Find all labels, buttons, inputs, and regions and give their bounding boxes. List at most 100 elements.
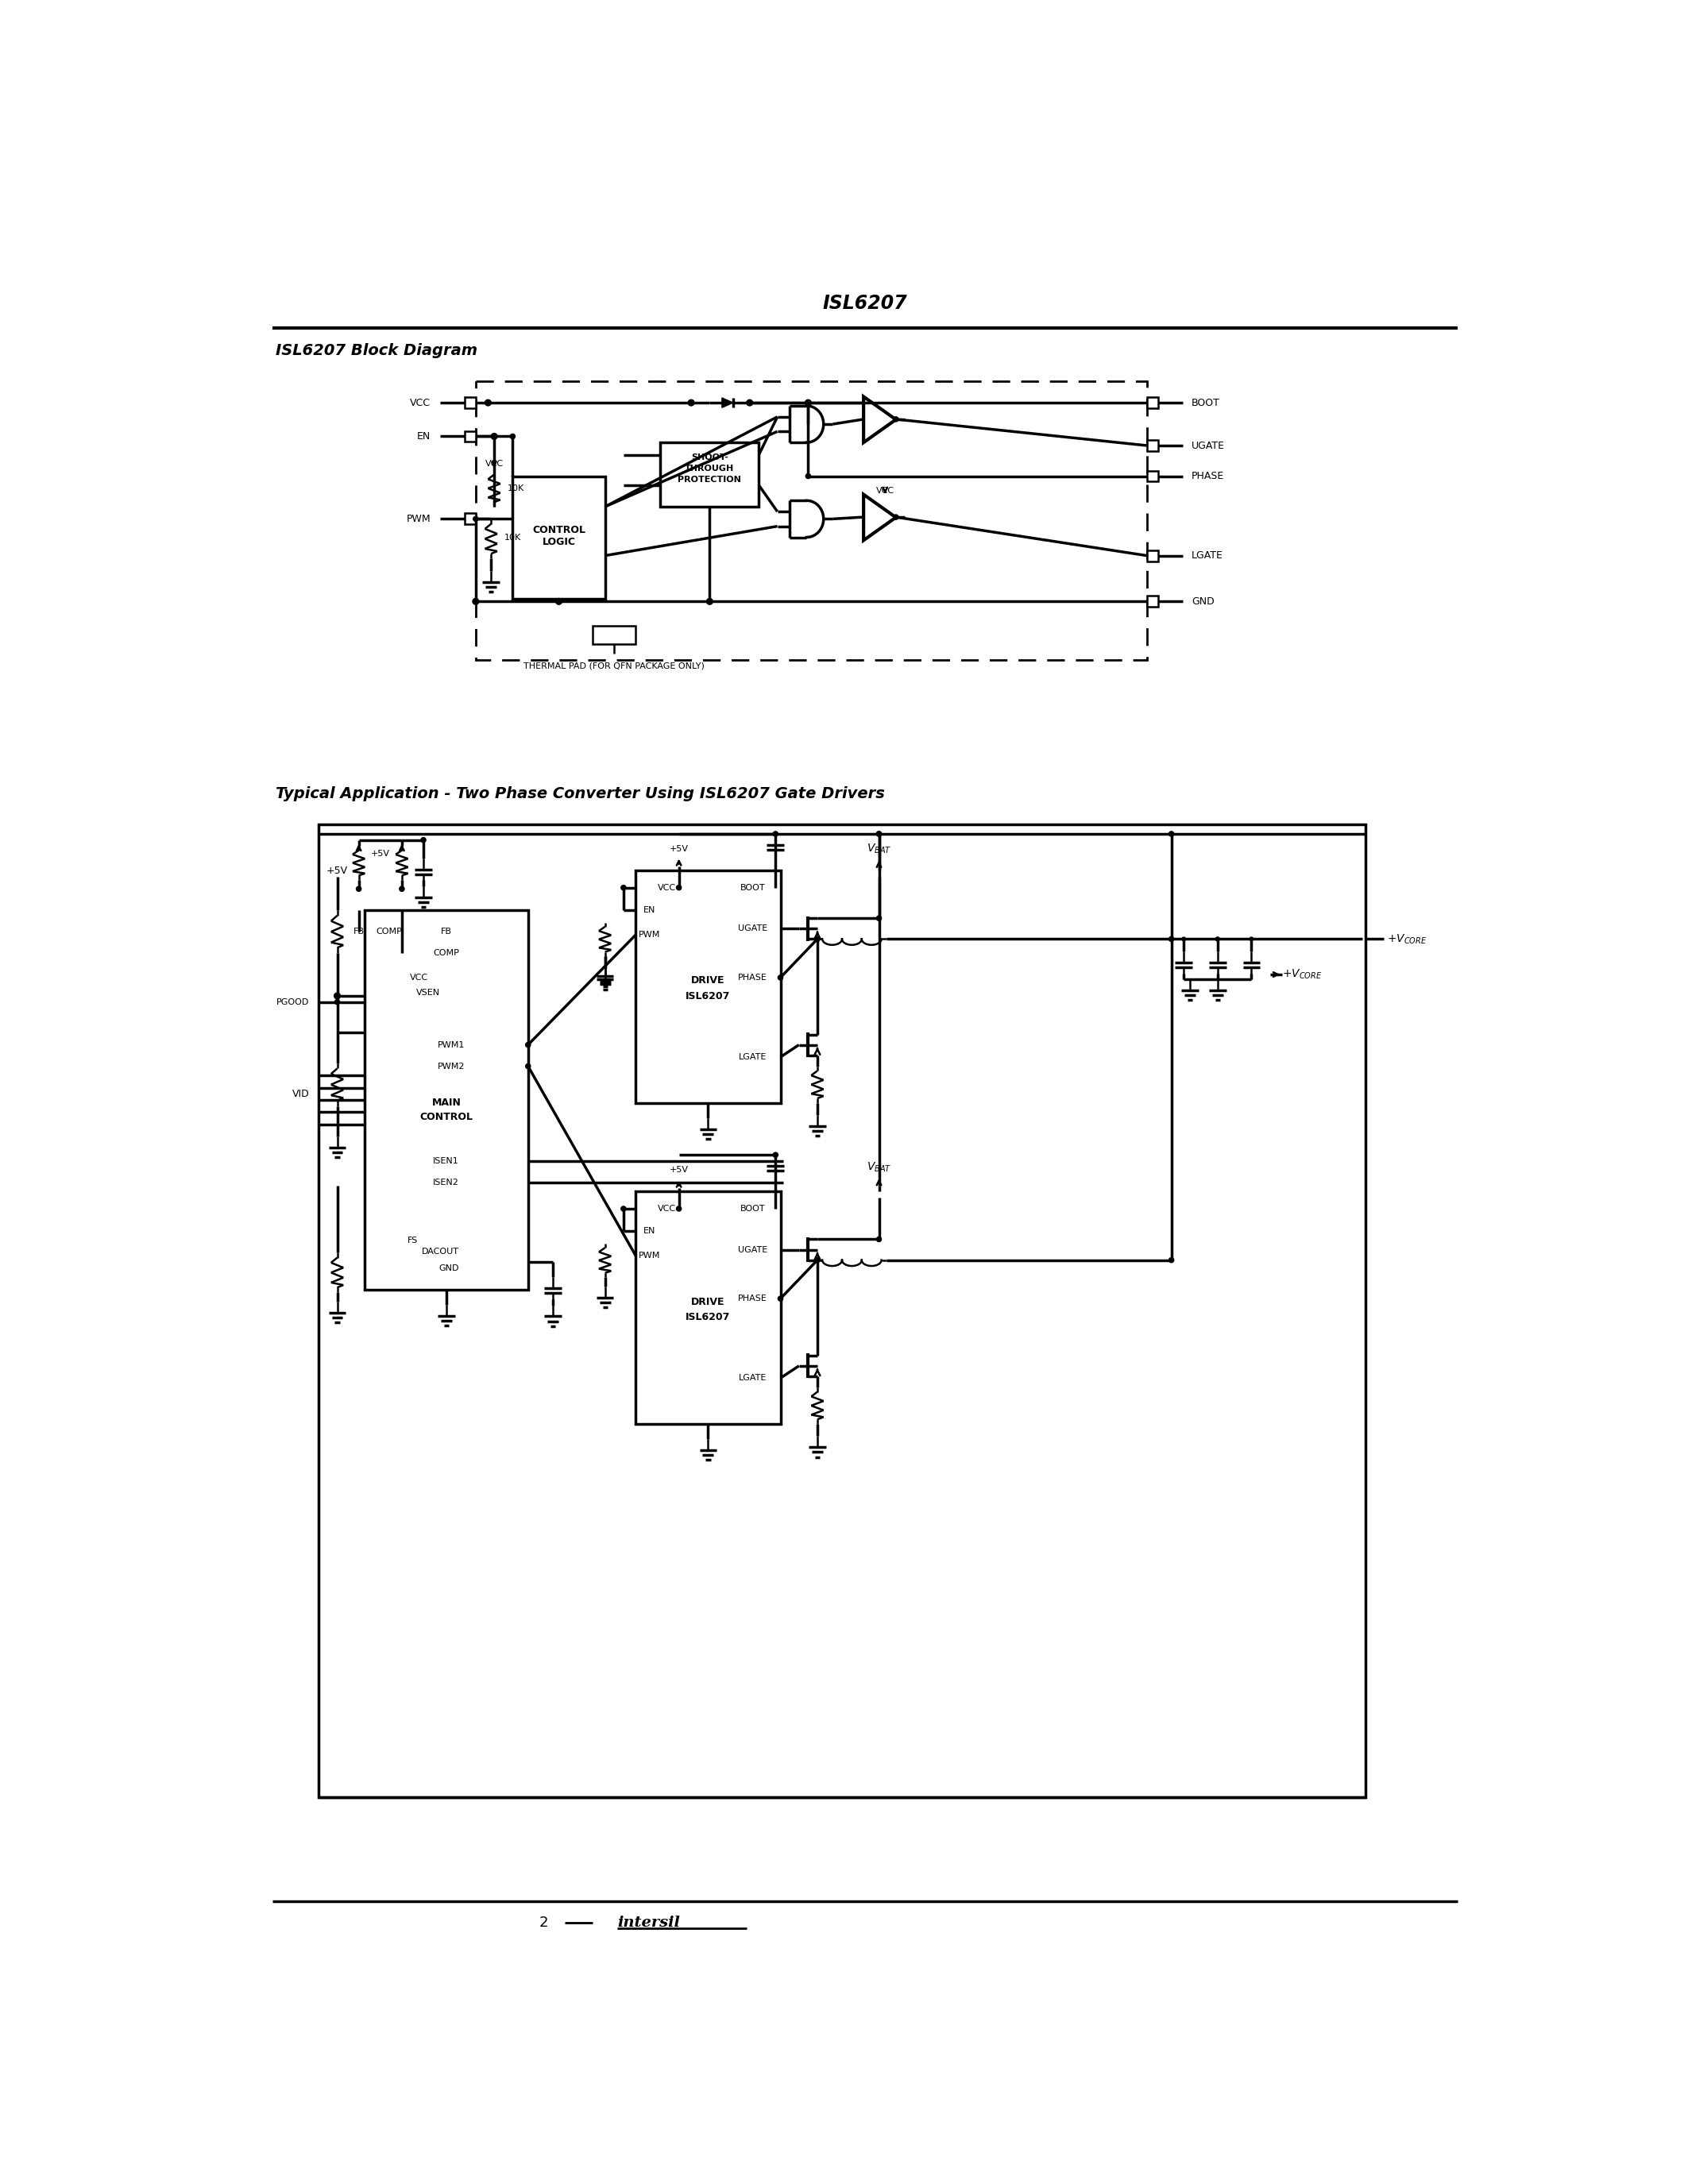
Text: VCC: VCC [657, 885, 675, 891]
Text: FS: FS [407, 1236, 419, 1245]
Polygon shape [864, 494, 896, 539]
Circle shape [491, 432, 498, 439]
Text: PWM: PWM [638, 1251, 660, 1260]
Circle shape [893, 515, 898, 520]
Bar [365, 911, 528, 1289]
Text: LGATE: LGATE [1192, 550, 1224, 561]
Bar [464, 513, 476, 524]
Text: UGATE: UGATE [738, 924, 768, 933]
Circle shape [876, 1236, 881, 1243]
Circle shape [484, 400, 491, 406]
Text: PWM2: PWM2 [437, 1061, 464, 1070]
Text: 2: 2 [538, 1915, 549, 1928]
Circle shape [778, 1295, 783, 1302]
Text: EN: EN [643, 1227, 655, 1236]
Text: DACOUT: DACOUT [422, 1247, 459, 1256]
Text: BOOT: BOOT [1192, 397, 1220, 408]
Circle shape [510, 435, 515, 439]
Text: FB: FB [441, 928, 452, 935]
Circle shape [746, 400, 753, 406]
Text: ISL6207: ISL6207 [685, 992, 731, 1000]
Bar [476, 382, 1146, 660]
Text: VCC: VCC [484, 461, 503, 467]
Circle shape [1168, 937, 1173, 941]
Text: LGATE: LGATE [739, 1053, 766, 1061]
Circle shape [677, 1206, 682, 1212]
Bar [636, 871, 780, 1103]
Bar [636, 1192, 780, 1424]
Text: BOOT: BOOT [739, 1206, 765, 1212]
Text: THERMAL PAD (FOR QFN PACKAGE ONLY): THERMAL PAD (FOR QFN PACKAGE ONLY) [523, 662, 706, 670]
Text: ISEN2: ISEN2 [432, 1179, 459, 1186]
Circle shape [1168, 1258, 1173, 1262]
Text: +5V: +5V [670, 1166, 689, 1175]
Circle shape [473, 598, 479, 605]
Bar [1146, 596, 1158, 607]
Circle shape [773, 1153, 778, 1158]
Circle shape [805, 400, 812, 406]
Text: PROTECTION: PROTECTION [679, 476, 741, 483]
Circle shape [689, 400, 694, 406]
Bar [513, 476, 604, 598]
Circle shape [876, 915, 881, 922]
Text: $V_{BAT}$: $V_{BAT}$ [866, 1160, 891, 1173]
Text: +5V: +5V [371, 850, 390, 858]
Text: THROUGH: THROUGH [685, 465, 734, 472]
Circle shape [677, 885, 682, 891]
Text: ISL6207: ISL6207 [822, 295, 906, 312]
Text: +5V: +5V [670, 845, 689, 854]
Text: PHASE: PHASE [738, 974, 768, 981]
Text: COMP: COMP [434, 950, 459, 957]
Text: BOOT: BOOT [739, 885, 765, 891]
Text: VCC: VCC [657, 1206, 675, 1212]
Text: EN: EN [643, 906, 655, 915]
Text: CONTROL: CONTROL [532, 524, 586, 535]
Circle shape [525, 1042, 530, 1048]
Text: ISL6207: ISL6207 [685, 1313, 731, 1321]
Bar [464, 397, 476, 408]
Circle shape [893, 417, 898, 422]
Circle shape [334, 1000, 339, 1005]
Circle shape [1249, 937, 1252, 941]
Text: intersil: intersil [618, 1915, 680, 1928]
Circle shape [815, 1258, 820, 1262]
Text: UGATE: UGATE [1192, 441, 1225, 450]
Bar [592, 627, 636, 644]
Text: MAIN: MAIN [432, 1099, 461, 1107]
Circle shape [473, 515, 478, 522]
Text: PHASE: PHASE [1192, 472, 1224, 480]
Text: ISL6207 Block Diagram: ISL6207 Block Diagram [275, 343, 478, 358]
Circle shape [555, 598, 562, 605]
Text: VCC: VCC [410, 974, 429, 981]
Text: 10K: 10K [508, 485, 525, 491]
Text: PHASE: PHASE [738, 1295, 768, 1302]
Bar [1146, 439, 1158, 452]
Text: LOGIC: LOGIC [542, 537, 576, 548]
Circle shape [1215, 937, 1219, 941]
Circle shape [1215, 937, 1219, 941]
Bar [464, 430, 476, 441]
Text: $V_{BAT}$: $V_{BAT}$ [866, 843, 891, 856]
Text: $+V_{CORE}$: $+V_{CORE}$ [1388, 933, 1426, 946]
Text: PWM1: PWM1 [437, 1042, 464, 1048]
Text: SHOOT-: SHOOT- [690, 454, 728, 461]
Text: DRIVE: DRIVE [692, 1297, 726, 1306]
Bar [1146, 470, 1158, 483]
Bar [1146, 397, 1158, 408]
Text: +5V: +5V [326, 865, 348, 876]
Circle shape [778, 974, 783, 981]
Text: VCC: VCC [410, 397, 430, 408]
Polygon shape [722, 397, 733, 408]
Circle shape [876, 832, 881, 836]
Circle shape [773, 832, 778, 836]
Circle shape [1168, 832, 1173, 836]
Circle shape [815, 937, 820, 941]
Bar [319, 826, 1366, 1797]
Bar [1146, 550, 1158, 561]
Text: CONTROL: CONTROL [420, 1112, 473, 1123]
Text: UGATE: UGATE [738, 1245, 768, 1254]
Text: 10K: 10K [505, 533, 522, 542]
Circle shape [621, 885, 626, 891]
Text: GND: GND [1192, 596, 1215, 607]
Text: VCC: VCC [876, 487, 895, 496]
